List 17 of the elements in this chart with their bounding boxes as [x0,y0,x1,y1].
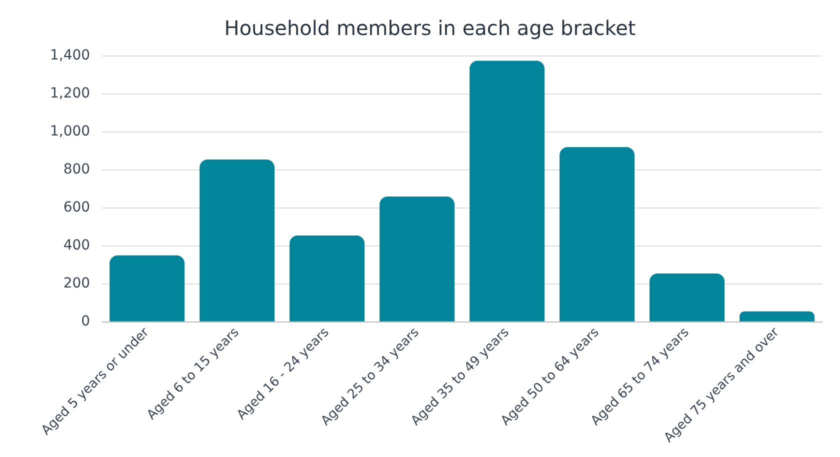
chart-title: Household members in each age bracket [224,16,636,40]
bar [200,160,275,322]
bar [560,147,635,322]
bar [380,196,455,322]
y-tick-label: 1,400 [50,48,90,64]
y-tick-label: 600 [63,200,90,216]
bar [110,255,185,322]
y-tick-label: 1,200 [50,86,90,102]
bar [650,273,724,322]
y-tick-label: 0 [81,314,90,330]
bar [470,60,545,322]
y-tick-label: 800 [63,162,90,178]
y-tick-label: 400 [63,238,90,254]
y-tick-label: 200 [63,276,90,292]
bar [290,235,365,322]
y-tick-label: 1,000 [50,124,90,140]
bar [740,311,814,322]
